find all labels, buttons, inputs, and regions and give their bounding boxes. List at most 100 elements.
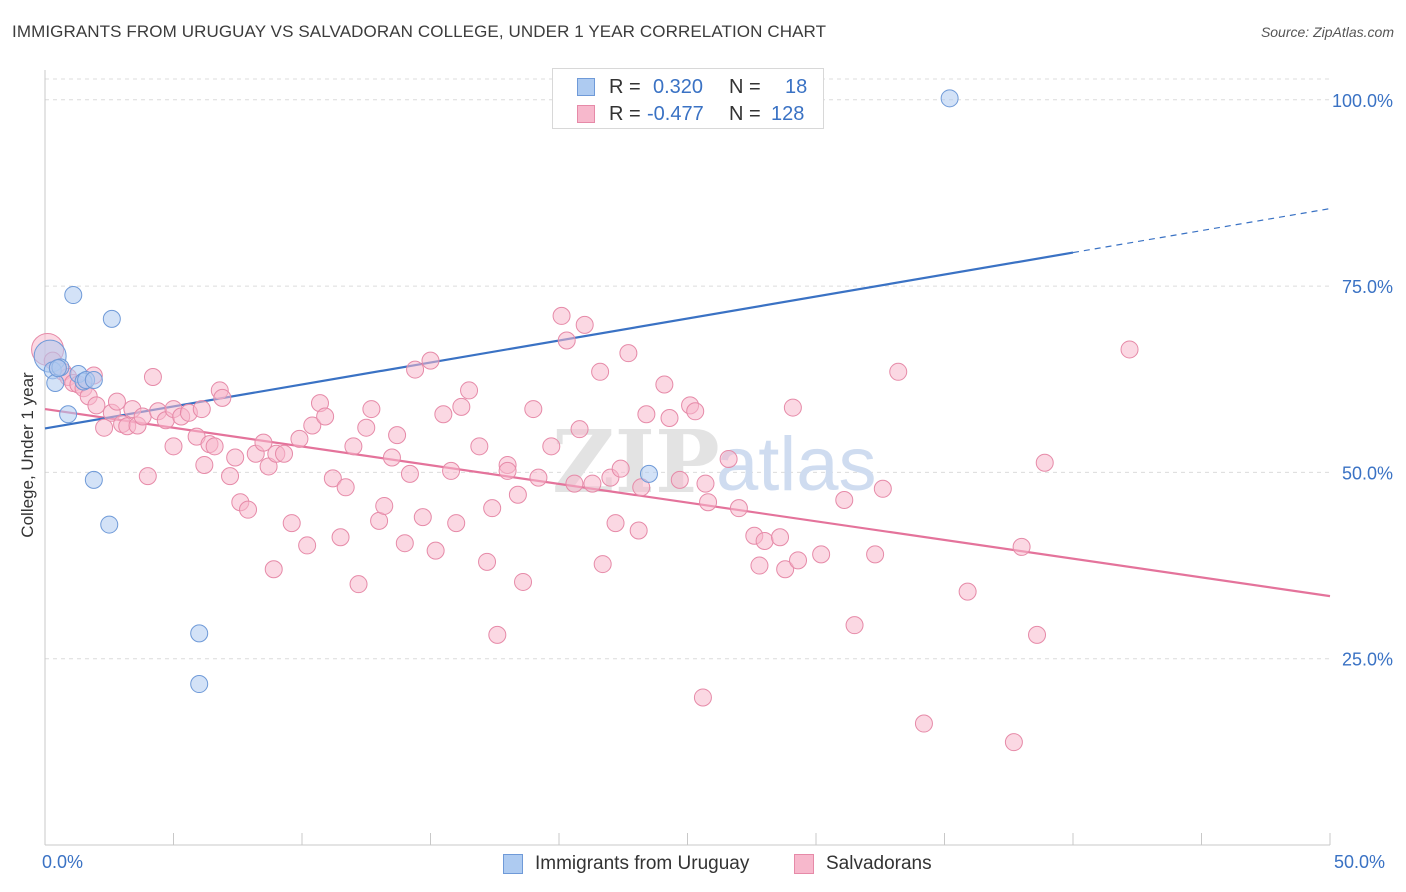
salvadorans-point bbox=[1028, 625, 1047, 644]
salvadorans-point bbox=[470, 437, 489, 456]
bottom-legend-uruguay-label: Immigrants from Uruguay bbox=[535, 853, 750, 874]
salvadorans-point bbox=[133, 407, 152, 426]
legend-row-salvadorans: R = -0.477 N = 128 bbox=[577, 102, 804, 126]
salvadorans-point bbox=[331, 528, 350, 547]
salvadorans-point bbox=[835, 490, 854, 509]
salvadorans-point bbox=[205, 437, 224, 456]
salvadorans-point bbox=[413, 508, 432, 527]
salvadorans-point bbox=[611, 459, 630, 478]
salvadorans-point bbox=[593, 555, 612, 574]
salvadorans-point bbox=[221, 467, 240, 486]
salvadorans-point bbox=[316, 407, 335, 426]
watermark-atlas: atlas bbox=[716, 422, 877, 507]
salvadorans-swatch bbox=[577, 105, 595, 123]
salvadorans-point bbox=[498, 461, 517, 480]
salvadorans-point bbox=[557, 331, 576, 350]
salvadorans-point bbox=[719, 449, 738, 468]
uruguay-trend-extension bbox=[1072, 208, 1331, 254]
salvadorans-point bbox=[771, 528, 790, 547]
y-tick-label: 50.0% bbox=[1342, 463, 1393, 483]
salvadorans-point bbox=[264, 560, 283, 579]
salvadorans-point bbox=[570, 420, 589, 439]
uruguay-point bbox=[48, 359, 67, 378]
salvadorans-point bbox=[696, 474, 715, 493]
salvadorans-point bbox=[1004, 733, 1023, 752]
salvadorans-point bbox=[660, 409, 679, 428]
salvadorans-point bbox=[632, 478, 651, 497]
salvadorans-point bbox=[606, 514, 625, 533]
chart-title: IMMIGRANTS FROM URUGUAY VS SALVADORAN CO… bbox=[12, 22, 827, 41]
legend-n-label: N = bbox=[729, 102, 761, 125]
y-axis-label: College, Under 1 year bbox=[18, 372, 37, 538]
legend-n-value-salvadorans: 128 bbox=[771, 102, 805, 125]
salvadorans-point bbox=[382, 448, 401, 467]
salvadorans-point bbox=[1012, 537, 1031, 556]
salvadorans-point bbox=[426, 541, 445, 560]
salvadorans-point bbox=[375, 496, 394, 515]
salvadorans-point bbox=[845, 616, 864, 635]
salvadorans-point bbox=[447, 514, 466, 533]
salvadorans-point bbox=[670, 470, 689, 489]
correlation-legend: R = 0.320 N = 18 R = -0.477 N = 128 bbox=[552, 68, 824, 129]
salvadorans-point bbox=[344, 437, 363, 456]
bottom-legend-salvadorans: Salvadorans bbox=[794, 852, 932, 876]
salvadorans-point bbox=[591, 362, 610, 381]
salvadorans-point bbox=[452, 397, 471, 416]
salvadorans-swatch bbox=[794, 854, 814, 874]
salvadorans-point bbox=[395, 534, 414, 553]
x-tick-label-max: 50.0% bbox=[1334, 852, 1386, 872]
salvadorans-point bbox=[254, 433, 273, 452]
salvadorans-point bbox=[750, 556, 769, 575]
salvadorans-point bbox=[1035, 453, 1054, 472]
uruguay-point bbox=[639, 464, 658, 483]
salvadorans-point bbox=[655, 375, 674, 394]
salvadorans-point bbox=[336, 478, 355, 497]
uruguay-swatch bbox=[503, 854, 523, 874]
legend-r-value-salvadorans: -0.477 bbox=[647, 102, 704, 125]
uruguay-point bbox=[940, 89, 959, 108]
y-tick-label: 75.0% bbox=[1342, 277, 1393, 297]
salvadorans-point bbox=[873, 479, 892, 498]
salvadorans-point bbox=[213, 388, 232, 407]
salvadorans-point bbox=[1120, 340, 1139, 359]
uruguay-point bbox=[84, 371, 103, 389]
y-tick-label: 25.0% bbox=[1342, 650, 1393, 670]
salvadorans-point bbox=[637, 405, 656, 424]
salvadorans-point bbox=[524, 400, 543, 419]
salvadorans-point bbox=[699, 493, 718, 512]
grid-lines bbox=[45, 78, 1330, 660]
legend-n-label: N = bbox=[729, 75, 761, 98]
legend-r-label: R = bbox=[609, 102, 641, 125]
salvadorans-point bbox=[192, 400, 211, 419]
salvadorans-point bbox=[478, 552, 497, 571]
salvadorans-point bbox=[357, 418, 376, 437]
salvadorans-point bbox=[629, 521, 648, 540]
uruguay-swatch bbox=[577, 78, 595, 96]
bottom-legend-salvadorans-label: Salvadorans bbox=[826, 853, 932, 874]
salvadorans-point bbox=[619, 344, 638, 363]
salvadorans-point bbox=[362, 400, 381, 419]
salvadorans-point bbox=[542, 437, 561, 456]
uruguay-points bbox=[33, 89, 959, 694]
salvadorans-point bbox=[488, 625, 507, 644]
legend-n-value-uruguay: 18 bbox=[785, 75, 808, 98]
salvadorans-point bbox=[552, 306, 571, 325]
salvadorans-point bbox=[776, 560, 795, 579]
y-tick-labels: 25.0% 50.0% 75.0% 100.0% bbox=[1332, 91, 1393, 670]
salvadorans-point bbox=[958, 582, 977, 601]
salvadorans-point bbox=[138, 467, 157, 486]
bottom-legend-uruguay: Immigrants from Uruguay bbox=[503, 852, 749, 876]
salvadorans-point bbox=[575, 315, 594, 334]
uruguay-point bbox=[46, 373, 65, 392]
salvadorans-point bbox=[388, 426, 407, 445]
salvadorans-point bbox=[789, 551, 808, 570]
salvadorans-point bbox=[107, 392, 126, 411]
salvadorans-point bbox=[483, 499, 502, 518]
salvadorans-points bbox=[31, 306, 1139, 752]
salvadorans-point bbox=[866, 545, 885, 564]
salvadorans-point bbox=[729, 499, 748, 518]
salvadorans-point bbox=[442, 461, 461, 480]
x-tick-label-min: 0.0% bbox=[42, 852, 84, 872]
salvadorans-point bbox=[303, 416, 322, 435]
